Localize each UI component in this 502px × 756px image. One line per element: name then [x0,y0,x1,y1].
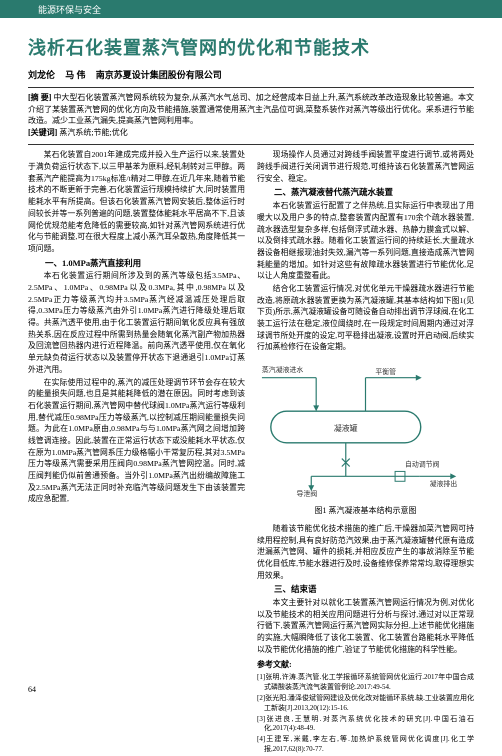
refs-title: 参考文献: [257,659,474,671]
abstract-label: [摘 要] [28,93,51,102]
label-inlet: 蒸汽凝液进水 [262,365,303,374]
label-bypass: 导泄阀 [296,489,317,498]
author-1: 刘龙伦 [28,70,55,80]
heading-3: 三、结束语 [257,583,474,596]
authors-line: 刘龙伦 马 伟 南京苏夏设计集团股份有限公司 [28,68,474,81]
heading-1: 一、1.0MPa蒸汽直接利用 [28,257,245,270]
figure-svg: 蒸汽凝液进水 平衡管 凝液罐 [257,359,474,499]
right-column: 现场操作人员通过对跨线手阀装置平度进行调节,或将两处跨线手阀进行关闭调节进行规范… [257,149,474,755]
label-drain: 凝液排出 [430,479,458,488]
ref-4: [4]王建军,米戴,李左右,等.加热炉系统管网优化调度[J].化工学报,2017… [257,735,474,755]
para-8: 本文主要针对以就化工装置蒸汽管网运行情况为例,对优化以及节能技术的相关应用问题进… [257,597,474,655]
para-intro: 某石化装置自2001年建成完成并投入生产运行以来,装置处于满负荷运行状态下,以三… [28,149,245,254]
divider-bottom [28,144,474,145]
body-columns: 某石化装置自2001年建成完成并投入生产运行以来,装置处于满负荷运行状态下,以三… [28,149,474,755]
abstract: [摘 要] 中大型石化装置蒸汽管网系统较为复杂,从蒸汽水气总司、加之经营成本日益… [28,92,474,138]
left-column: 某石化装置自2001年建成完成并投入生产运行以来,装置处于满负荷运行状态下,以三… [28,149,245,755]
header-bar: 能源环保与安全 [0,0,502,18]
divider-top [28,87,474,88]
label-valve: 自动调节阀 [405,460,440,469]
label-tank: 凝液罐 [334,423,358,433]
page-content: 浅析石化装置蒸汽管网的优化和节能技术 刘龙伦 马 伟 南京苏夏设计集团股份有限公… [0,18,502,756]
category-tag: 能源环保与安全 [28,1,111,18]
author-2: 马 伟 [65,70,85,80]
para-3: 在实际使用过程中的,蒸汽的减压处理调节环节会存在较大的能量损失问题,也且是其能耗… [28,377,245,506]
page-number: 64 [28,685,36,694]
figure-caption: 图1 蒸汽凝液基本结构示意图 [257,505,474,517]
article-title: 浅析石化装置蒸汽管网的优化和节能技术 [28,34,474,60]
ref-3: [3]张进良,王慧明.对蒸汽系统优化技术的研究[J].中国石油石化,2017(4… [257,715,474,735]
para-5: 本石化装置运行配置了之伴热统,且实际运行中表现出了用暖大以及用户多的特点,整套装… [257,200,474,282]
para-6: 结合化工装置运行情况,对优化单元干燥器疏水器进行节能改造,将原疏水器装置更换为蒸… [257,283,474,353]
heading-2: 二、蒸汽凝液替代蒸汽疏水装置 [257,186,474,199]
label-balance: 平衡管 [375,367,396,376]
references: [1]张明,许涛.蒸汽管.化工学报循环系统管网优化运行.2017年中国合成式磷酸… [257,673,474,754]
figure-1: 蒸汽凝液进水 平衡管 凝液罐 [257,359,474,517]
ref-1: [1]张明,许涛.蒸汽管.化工学报循环系统管网优化运行.2017年中国合成式磷酸… [257,673,474,693]
author-org: 南京苏夏设计集团股份有限公司 [96,70,222,80]
para-7: 随着该节能优化技术措施的推广后,干燥器加菜汽管网可持续用程控制,具有良好防范汽效… [257,523,474,581]
abstract-text: 中大型石化装置蒸汽管网系统较为复杂,从蒸汽水气总司、加之经营成本日益上升,蒸汽系… [28,93,474,125]
para-4: 现场操作人员通过对跨线手阀装置平度进行调节,或将两处跨线手阀进行关闭调节进行规范… [257,149,474,184]
keywords-text: 蒸汽系统;节能;优化 [59,128,127,137]
para-2: 本石化装置运行期间所涉及到的蒸汽等级包括3.5MPa、2.5MPa、1.0MPa… [28,270,245,375]
keywords-label: [关键词] [28,128,57,137]
